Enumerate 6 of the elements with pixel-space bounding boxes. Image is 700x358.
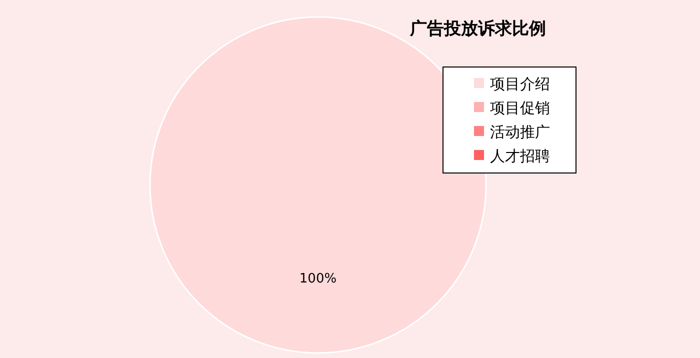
legend-label: 人才招聘: [490, 147, 550, 165]
chart-title: 广告投放诉求比例: [409, 19, 546, 39]
legend-label: 活动推广: [490, 123, 550, 141]
data-label: 100%: [299, 271, 337, 286]
slice-label: 项目介绍: [490, 75, 550, 93]
legend-label: 项目促销: [490, 99, 550, 117]
